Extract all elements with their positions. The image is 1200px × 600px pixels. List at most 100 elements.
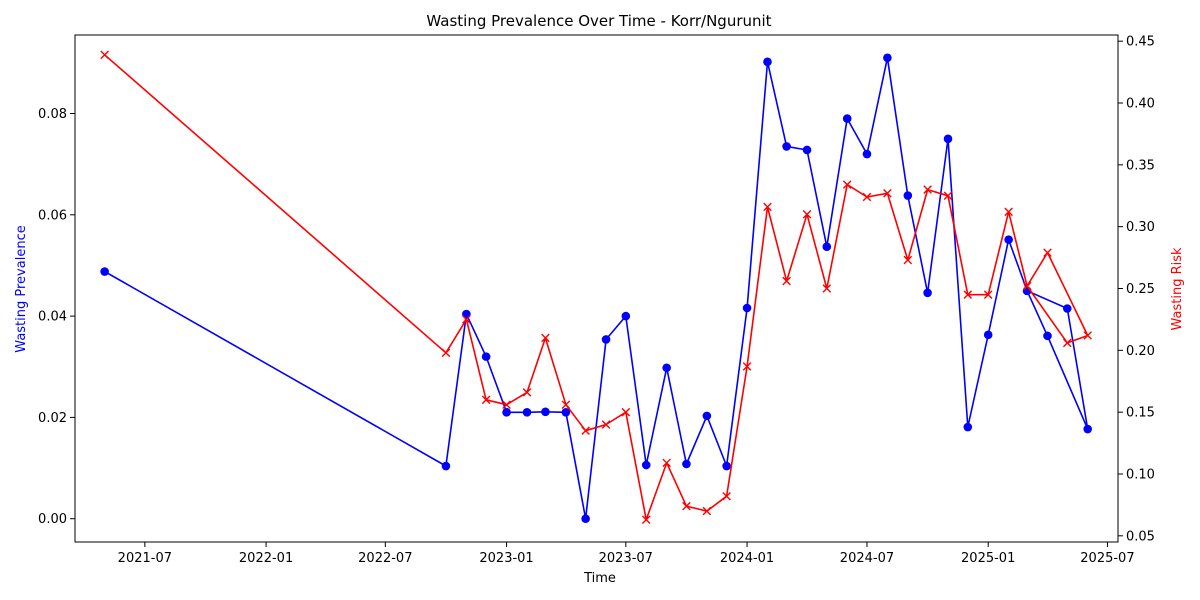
data-point-left xyxy=(441,461,451,471)
data-point-left xyxy=(502,408,511,417)
data-point-left xyxy=(581,514,590,524)
data-point-right xyxy=(742,362,752,371)
data-point-right xyxy=(481,395,491,405)
data-point-right xyxy=(441,348,451,358)
data-point-left xyxy=(903,191,913,200)
data-point-left xyxy=(763,57,772,67)
data-point-right xyxy=(1062,338,1072,348)
data-point-left xyxy=(621,311,631,321)
y-right-tick-label: 0.45 xyxy=(1126,35,1155,50)
y-right-tick-label: 0.40 xyxy=(1126,97,1155,112)
data-point-right xyxy=(782,276,791,286)
data-point-right xyxy=(1083,331,1092,340)
x-axis-label: Time xyxy=(583,571,616,586)
y-left-tick-label: 0.08 xyxy=(38,107,67,122)
data-point-left xyxy=(983,330,993,340)
data-point-right xyxy=(601,420,611,429)
data-point-right xyxy=(1022,281,1032,291)
data-point-left xyxy=(641,460,651,470)
series-line-right xyxy=(104,54,1089,521)
y-left-tick-label: 0.04 xyxy=(38,310,67,325)
data-point-left xyxy=(1062,304,1072,313)
data-point-left xyxy=(722,461,731,471)
x-axis: 2021-07 2022-01 2022-07 2023-01 2023-07 2024-… xyxy=(118,542,1135,566)
data-point-right xyxy=(862,192,872,202)
data-point-left xyxy=(742,303,752,313)
data-point-right xyxy=(943,191,953,201)
data-point-right xyxy=(802,210,812,219)
data-point-left xyxy=(541,407,550,417)
data-point-left xyxy=(702,411,712,421)
data-point-left xyxy=(561,408,571,417)
x-tick-label: 2024-01 xyxy=(720,551,774,566)
data-point-left xyxy=(100,267,109,276)
y-right-tick-label: 0.10 xyxy=(1126,467,1155,482)
data-point-right xyxy=(822,284,832,293)
data-point-left xyxy=(522,408,532,417)
plot-area-frame xyxy=(74,34,1119,543)
data-point-right xyxy=(923,185,932,194)
data-point-left xyxy=(943,134,953,144)
data-point-right xyxy=(100,50,109,60)
data-point-left xyxy=(462,309,471,319)
y-right-tick-label: 0.20 xyxy=(1126,344,1155,359)
data-point-right xyxy=(842,180,852,189)
y-right-tick-label: 0.05 xyxy=(1126,529,1155,544)
data-point-right xyxy=(662,458,671,468)
y-left-axis: 0.00 0.02 0.04 0.06 0.08 xyxy=(38,107,75,527)
data-point-left xyxy=(682,459,691,469)
data-point-right xyxy=(561,400,571,410)
y-left-tick-label: 0.06 xyxy=(38,208,67,223)
x-tick-label: 2021-07 xyxy=(118,551,172,566)
data-point-left xyxy=(862,149,872,159)
x-tick-label: 2025-07 xyxy=(1080,551,1134,566)
y-right-axis: 0.05 0.10 0.15 0.20 0.25 0.30 0.35 0.40 0.45 xyxy=(1118,35,1155,544)
y-right-tick-label: 0.25 xyxy=(1126,282,1155,297)
x-tick-label: 2024-07 xyxy=(840,551,894,566)
y-right-tick-label: 0.35 xyxy=(1126,158,1155,173)
data-point-right xyxy=(541,333,550,343)
data-point-left xyxy=(822,242,832,252)
data-point-left xyxy=(662,363,671,373)
data-point-right xyxy=(883,188,892,198)
data-point-left xyxy=(481,352,491,361)
data-point-right xyxy=(1004,207,1013,217)
x-tick-label: 2022-07 xyxy=(358,551,412,566)
data-point-right xyxy=(722,491,731,501)
x-tick-label: 2023-07 xyxy=(599,551,653,566)
data-point-left xyxy=(802,145,812,155)
data-point-right xyxy=(702,506,712,516)
data-point-right xyxy=(763,202,772,212)
data-point-right xyxy=(462,315,471,324)
data-point-right xyxy=(1043,248,1052,257)
x-tick-label: 2022-01 xyxy=(239,551,293,566)
data-point-left xyxy=(883,53,892,63)
data-point-right xyxy=(903,255,913,265)
y-right-tick-label: 0.30 xyxy=(1126,220,1155,235)
data-point-left xyxy=(1083,424,1092,434)
data-point-left xyxy=(923,288,932,298)
data-point-right xyxy=(641,515,651,525)
data-point-right xyxy=(522,388,532,397)
data-point-right xyxy=(581,426,590,436)
data-point-left xyxy=(963,422,973,432)
data-point-right xyxy=(963,290,973,299)
data-point-left xyxy=(1043,331,1052,341)
y-left-axis-label: Wasting Prevalence xyxy=(14,225,29,352)
data-point-right xyxy=(621,407,631,417)
x-tick-label: 2023-01 xyxy=(479,551,533,566)
x-tick-label: 2025-01 xyxy=(961,551,1015,566)
series-layer xyxy=(100,50,1092,525)
data-point-right xyxy=(682,501,691,511)
y-right-tick-label: 0.15 xyxy=(1126,406,1155,421)
data-point-right xyxy=(502,400,511,410)
y-left-tick-label: 0.02 xyxy=(38,411,67,426)
y-left-tick-label: 0.00 xyxy=(38,512,67,527)
series-line-left xyxy=(104,56,1089,520)
data-point-left xyxy=(782,142,791,151)
data-point-right xyxy=(983,290,993,299)
y-right-axis-label: Wasting Risk xyxy=(1170,247,1185,331)
chart-title: Wasting Prevalence Over Time - Korr/Ngur… xyxy=(426,12,771,30)
data-point-left xyxy=(842,114,852,123)
